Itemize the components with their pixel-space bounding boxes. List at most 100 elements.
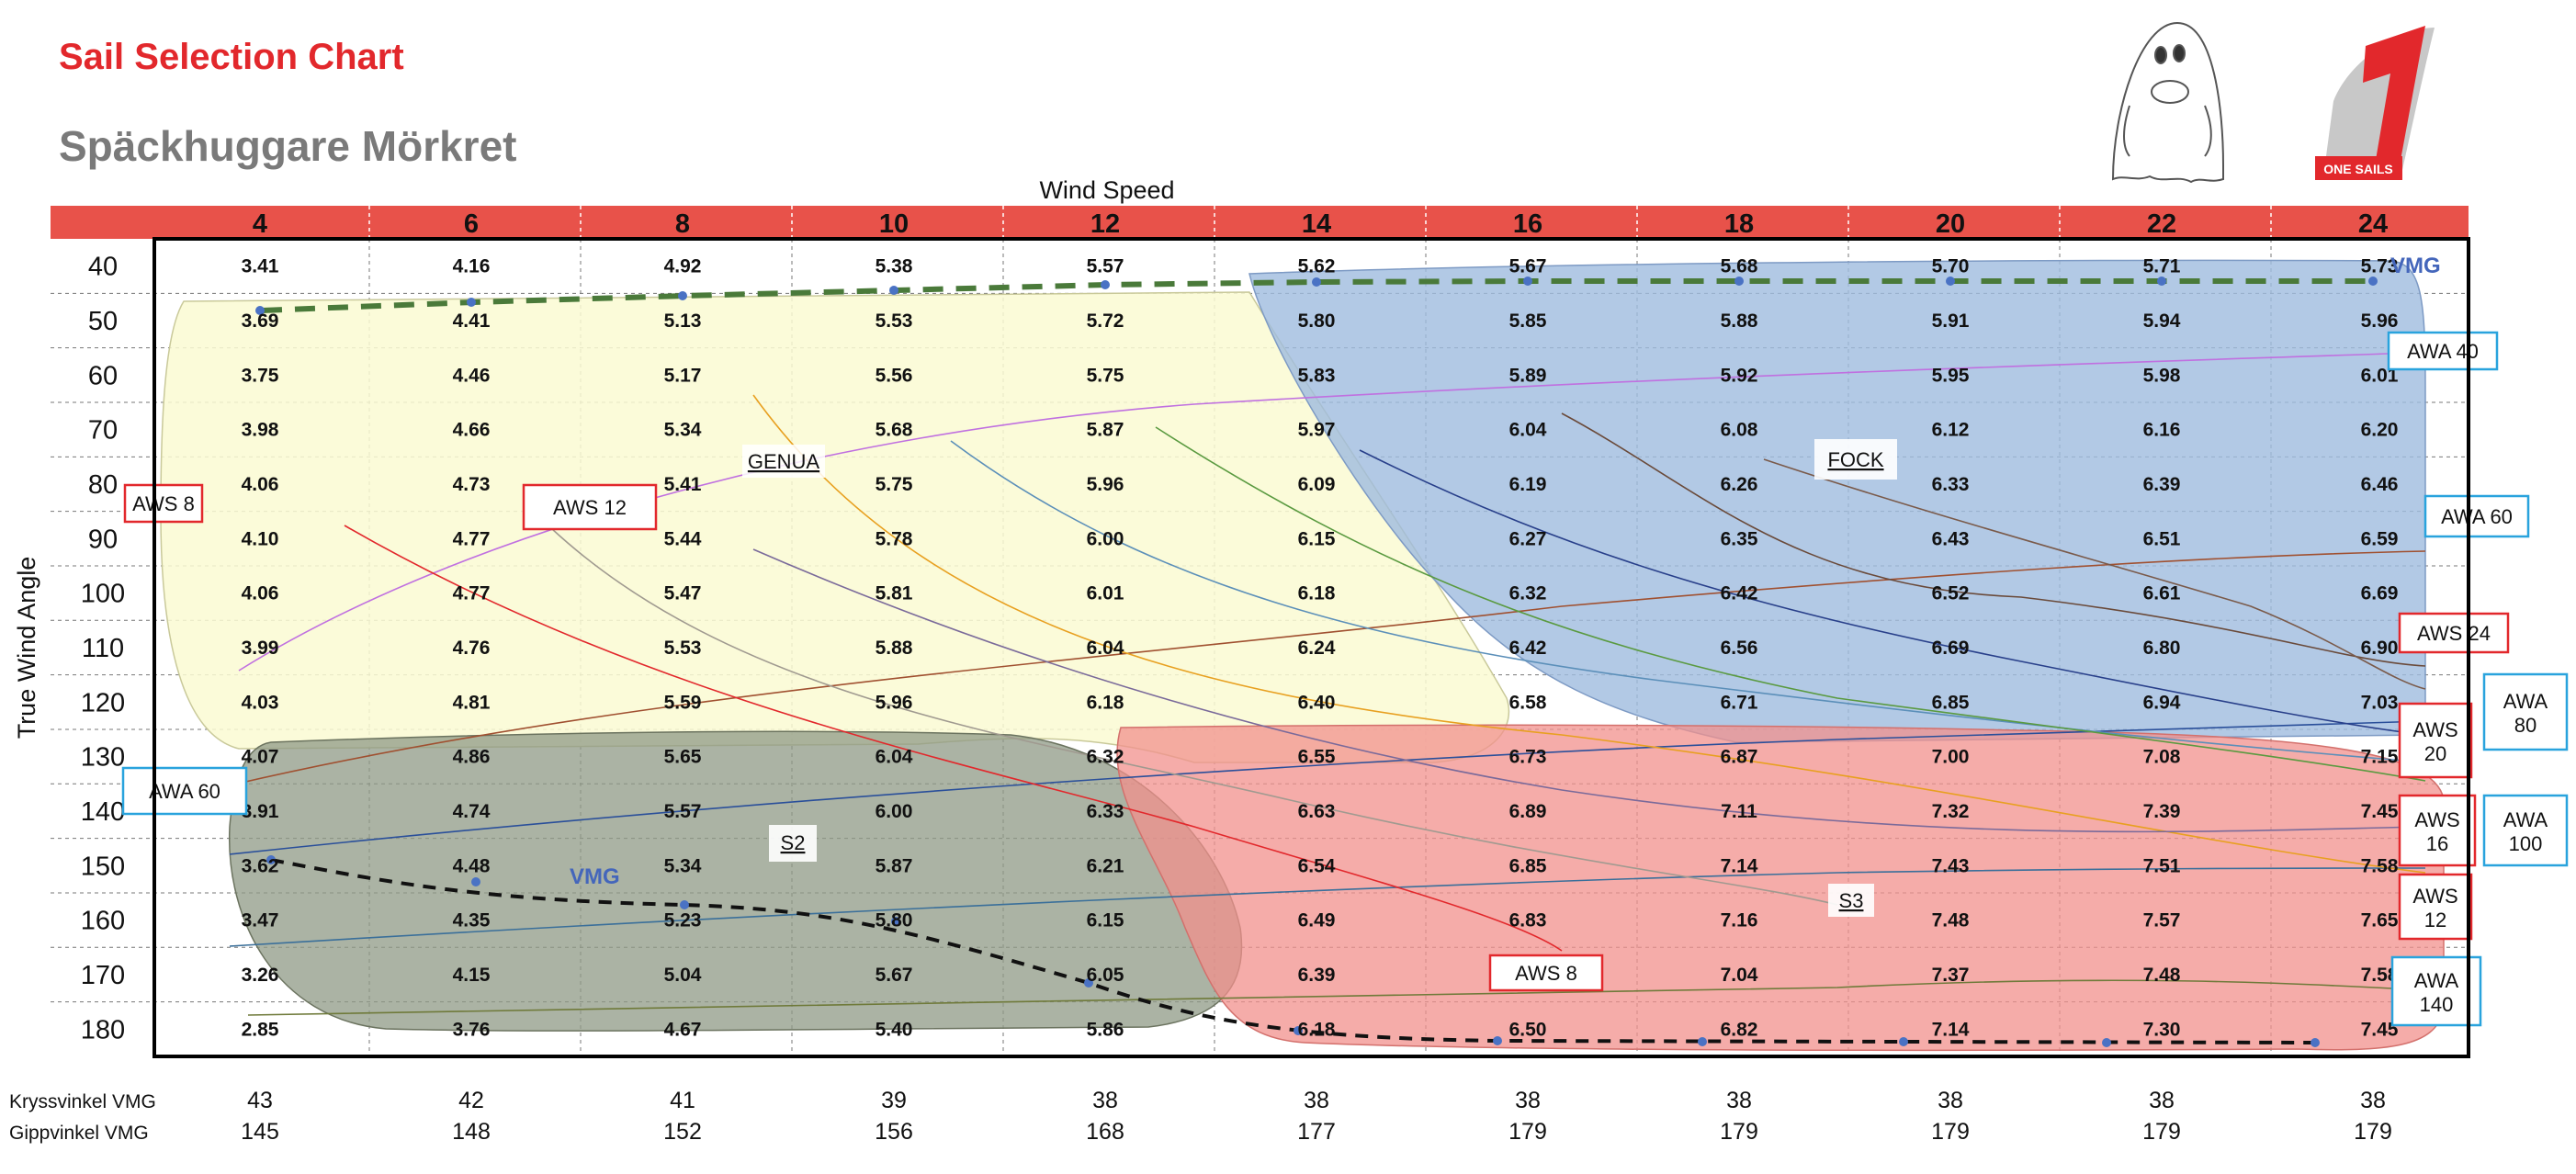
boat-speed-cell: 6.04 <box>876 747 913 768</box>
boat-speed-cell: 3.26 <box>242 965 279 986</box>
vmg-downwind-line <box>270 858 2316 1044</box>
vmg-downwind-point <box>2310 1038 2320 1047</box>
boat-speed-cell: 5.68 <box>876 420 913 441</box>
boat-speed-cell: 6.43 <box>1932 528 1970 549</box>
boat-speed-cell: 5.88 <box>876 638 913 659</box>
boat-speed-cell: 5.38 <box>876 256 913 277</box>
boat-speed-cell: 6.08 <box>1721 420 1758 441</box>
wind-speed-tick: 8 <box>675 209 690 239</box>
boat-speed-cell: 3.47 <box>242 910 279 931</box>
table-frame <box>153 237 2470 1058</box>
svg-text:140: 140 <box>2420 993 2454 1016</box>
boat-speed-cell: 5.62 <box>1298 256 1336 277</box>
boat-speed-cell: 5.81 <box>876 583 913 604</box>
boat-speed-cell: 5.94 <box>2143 310 2181 332</box>
twa-tick: 110 <box>82 634 124 663</box>
label-vmg-upwind: VMG <box>2390 254 2441 278</box>
svg-text:12: 12 <box>2424 909 2446 931</box>
boat-speed-cell: 4.67 <box>664 1019 702 1040</box>
boat-speed-cell: 6.18 <box>1087 692 1124 713</box>
boat-speed-cell: 6.18 <box>1298 1019 1336 1040</box>
boat-speed-cell: 6.01 <box>1087 583 1124 604</box>
boat-speed-cell: 4.06 <box>242 474 279 495</box>
footer-value: 38 <box>1938 1088 1963 1113</box>
svg-text:AWS: AWS <box>2414 808 2459 831</box>
boat-speed-cell: 6.12 <box>1932 420 1970 441</box>
boat-speed-cell: 4.66 <box>453 420 491 441</box>
footer-value: 38 <box>1515 1088 1541 1113</box>
boat-speed-cell: 4.15 <box>453 965 491 986</box>
region-labels: GENUA FOCK S2 S3 VMG VMG <box>570 254 2441 917</box>
vmg-upwind-point <box>1734 277 1744 286</box>
boat-speed-cell: 4.48 <box>453 855 491 876</box>
footer-value: 179 <box>2354 1119 2392 1145</box>
footer-value: 38 <box>1304 1088 1329 1113</box>
boat-speed-cell: 7.39 <box>2143 801 2181 822</box>
boat-speed-cell: 6.05 <box>1087 965 1124 986</box>
boat-speed-cell: 7.58 <box>2361 965 2399 986</box>
vmg-downwind-point <box>1493 1036 1502 1045</box>
footer-label: Gippvinkel VMG <box>9 1123 149 1144</box>
curve-awa-100 <box>229 867 2426 947</box>
twa-tick: 160 <box>81 907 125 936</box>
boat-speed-cell: 4.77 <box>453 583 491 604</box>
boat-speed-cell: 4.86 <box>453 747 491 768</box>
callout-aws-8: AWS 8 <box>1488 954 1604 992</box>
vmg-downwind-point <box>680 900 689 909</box>
vmg-downwind-point <box>891 917 900 926</box>
twa-tick: 180 <box>81 1015 125 1044</box>
boat-speed-cell: 5.97 <box>1298 420 1336 441</box>
vmg-upwind-point <box>2368 277 2378 286</box>
footer-value: 43 <box>247 1088 273 1113</box>
vmg-upwind-point <box>889 286 898 295</box>
boat-speed-cell: 6.33 <box>1087 801 1124 822</box>
boat-speed-cell: 4.73 <box>453 474 491 495</box>
curve-green <box>1155 426 2426 782</box>
region-s3 <box>1116 724 2445 1052</box>
boat-speed-cell: 5.92 <box>1721 365 1758 386</box>
boat-speed-cell: 3.41 <box>242 256 279 277</box>
boat-speed-cell: 5.75 <box>876 474 913 495</box>
footer-value: 179 <box>1931 1119 1970 1145</box>
boat-speed-cell: 7.04 <box>1721 965 1758 986</box>
callout-awa-40: AWA 40 <box>2387 331 2499 371</box>
boat-speed-cell: 5.56 <box>876 365 913 386</box>
boat-speed-cell: 6.15 <box>1087 910 1124 931</box>
svg-text:AWA: AWA <box>2503 808 2548 831</box>
boat-speed-cell: 7.16 <box>1721 910 1758 931</box>
boat-speed-cell: 6.87 <box>1721 747 1758 768</box>
logo-text: ONE SAILS <box>2323 162 2392 176</box>
vmg-downwind-point <box>1084 978 1093 988</box>
boat-speed-cell: 7.11 <box>1721 801 1757 822</box>
curve-gold <box>752 394 2426 874</box>
boat-speed-cell: 6.35 <box>1721 528 1758 549</box>
boat-speed-cell: 5.57 <box>664 801 702 822</box>
svg-text:AWA: AWA <box>2414 969 2459 992</box>
boat-speed-cell: 6.32 <box>1087 747 1124 768</box>
wind-speed-tick: 12 <box>1090 209 1120 239</box>
boat-speed-cell: 7.37 <box>1932 965 1970 986</box>
svg-text:AWA 60: AWA 60 <box>2441 505 2513 528</box>
boat-speed-cell: 5.59 <box>664 692 702 713</box>
boat-speed-cell: 2.85 <box>242 1019 279 1040</box>
boat-speed-cell: 6.82 <box>1721 1019 1758 1040</box>
boat-speed-cell: 6.26 <box>1721 474 1758 495</box>
svg-text:100: 100 <box>2509 832 2543 855</box>
curve-violet <box>752 548 2426 833</box>
twa-tick: 50 <box>88 307 118 336</box>
footer-value: 41 <box>670 1088 695 1113</box>
boat-speed-cell: 5.83 <box>1298 365 1336 386</box>
callout-aws-8: AWS 8 <box>123 483 204 524</box>
boat-speed-cell: 6.54 <box>1298 855 1336 876</box>
twa-tick: 80 <box>88 470 118 500</box>
boat-speed-cell: 6.19 <box>1509 474 1547 495</box>
label-vmg-downwind: VMG <box>570 864 620 889</box>
wind-speed-tick: 6 <box>464 209 479 239</box>
callout-aws-12: AWS 12 <box>522 483 658 531</box>
footer-value: 38 <box>1092 1088 1118 1113</box>
boat-speed-cell: 6.04 <box>1087 638 1124 659</box>
curve-brown <box>1561 412 2426 667</box>
boat-speed-cell: 4.41 <box>453 310 491 332</box>
boat-speed-cell: 5.40 <box>876 1019 913 1040</box>
